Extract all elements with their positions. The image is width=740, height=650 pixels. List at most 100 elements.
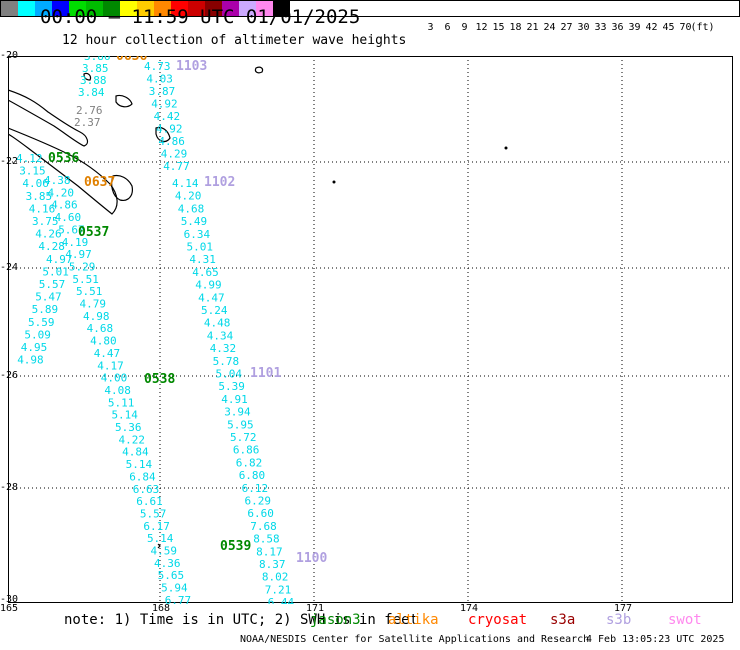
coastline <box>8 66 264 549</box>
legend-swatch <box>120 1 137 16</box>
swh-value: 5.95 <box>227 418 254 431</box>
legend-swatch <box>137 1 154 16</box>
swh-value: 6.84 <box>129 470 156 483</box>
pass-time-label: 0637 <box>84 175 115 190</box>
swh-value: 5.01 <box>187 241 214 254</box>
swh-value: 6.77 <box>165 594 192 604</box>
legend-swatch <box>35 1 52 16</box>
legend-label: 30 <box>577 22 590 33</box>
footer-note: note: 1) Time is in UTC; 2) SWH is in fe… <box>64 612 419 628</box>
longitude-tick-label: 177 <box>614 603 633 614</box>
swh-value: 5.14 <box>126 458 153 471</box>
swh-value: 4.38 <box>44 174 71 187</box>
swh-value: 3.84 <box>78 86 105 99</box>
legend-label: 15 <box>492 22 505 33</box>
legend-label: 12 <box>475 22 488 33</box>
longitude-tick-label: 165 <box>0 603 19 614</box>
swh-value: 4.60 <box>55 211 82 224</box>
swh-value: 4.68 <box>178 202 205 215</box>
swh-value: 6.60 <box>247 507 274 520</box>
swh-value: 5.51 <box>76 285 103 298</box>
swh-value: 8.17 <box>256 545 283 558</box>
swh-value: 8.37 <box>259 558 286 571</box>
swh-value: 7.68 <box>250 520 276 533</box>
legend-label: 18 <box>509 22 522 33</box>
mission-legend-item: s3b <box>606 612 632 628</box>
legend-swatch <box>103 1 120 16</box>
pass-time-label: 1101 <box>250 366 281 381</box>
swh-value: 5.39 <box>218 380 245 393</box>
legend-swatch <box>52 1 69 16</box>
swh-value: 4.26 <box>35 228 62 241</box>
swh-value: 4.59 <box>151 545 178 558</box>
legend-swatch <box>86 1 103 16</box>
swh-value: 2.76 <box>76 104 103 117</box>
swh-value: 4.08 <box>104 384 131 397</box>
legend-swatch <box>154 1 171 16</box>
swh-value: 4.32 <box>210 342 237 355</box>
swh-value: 5.94 <box>161 582 188 595</box>
swh-value: 4.92 <box>151 98 178 111</box>
swh-value: 5.57 <box>140 507 167 520</box>
legend-label: 6 <box>444 22 451 33</box>
swh-value: 3.85 <box>26 190 52 203</box>
swh-value: 5.72 <box>230 431 257 444</box>
pass-time-label: 0538 <box>144 372 175 387</box>
pass-time-label: 0539 <box>220 539 251 554</box>
swh-value: 5.24 <box>201 304 228 317</box>
swh-value: 3.15 <box>19 165 46 178</box>
legend-swatch <box>239 1 256 16</box>
swh-value: 4.22 <box>119 433 146 446</box>
legend-label: 27 <box>560 22 573 33</box>
latitude-tick-label: -24 <box>0 262 19 273</box>
pass-time-label: 0536 <box>48 151 79 166</box>
swh-value: 4.95 <box>21 341 48 354</box>
mission-legend-item: jason3 <box>310 612 361 628</box>
swh-value: 6.44 <box>268 596 295 604</box>
legend-swatch <box>273 1 290 16</box>
swh-value: 4.42 <box>154 110 181 123</box>
swh-value: 5.49 <box>181 215 208 228</box>
swh-value: 4.80 <box>90 335 117 348</box>
swh-value: 4.68 <box>87 322 114 335</box>
mission-legend-item: s3a <box>550 612 576 628</box>
map-subtitle: 12 hour collection of altimeter wave hei… <box>62 33 407 48</box>
swh-value: 6.61 <box>136 495 163 508</box>
longitude-tick-label: 168 <box>152 603 171 614</box>
swh-value: 4.91 <box>221 393 248 406</box>
pass-time-label: 0537 <box>78 225 109 240</box>
swh-value: 4.84 <box>122 446 149 459</box>
swh-value: 5.14 <box>111 409 138 422</box>
swh-value: 4.73 <box>144 60 171 73</box>
legend-label: 3 <box>427 22 434 33</box>
swh-value: 6.34 <box>184 228 211 241</box>
latitude-tick-label: -20 <box>0 50 19 61</box>
swh-value: 5.67 <box>58 223 84 236</box>
legend-swatch <box>188 1 205 16</box>
swh-value: 4.77 <box>163 160 190 173</box>
longitude-tick-label: 171 <box>306 603 325 614</box>
swh-value: 4.48 <box>204 317 231 330</box>
swh-value: 6.63 <box>133 483 160 496</box>
swh-value: 4.65 <box>192 266 219 279</box>
swh-value: 4.47 <box>198 291 225 304</box>
swh-value: 3.94 <box>224 406 251 419</box>
swh-value: 4.16 <box>29 202 56 215</box>
swh-value: 4.03 <box>146 73 173 86</box>
swh-value: 6.86 <box>233 444 260 457</box>
mission-legend-item: cryosat <box>468 612 528 628</box>
pass-time-label: 1100 <box>296 551 327 566</box>
swh-value: 5.78 <box>213 355 240 368</box>
swh-value: 7.21 <box>265 583 292 596</box>
swh-value: 5.47 <box>35 291 62 304</box>
swh-value: 5.59 <box>28 316 55 329</box>
legend-label: 24 <box>543 22 556 33</box>
swh-value: 4.19 <box>62 236 89 249</box>
legend-swatch <box>69 1 86 16</box>
swh-value: 4.28 <box>38 240 65 253</box>
swh-value: 5.11 <box>108 396 134 409</box>
swh-value: 5.36 <box>115 421 142 434</box>
legend-label: 36 <box>611 22 624 33</box>
swh-value: 8.58 <box>253 533 280 546</box>
legend-swatch <box>222 1 239 16</box>
